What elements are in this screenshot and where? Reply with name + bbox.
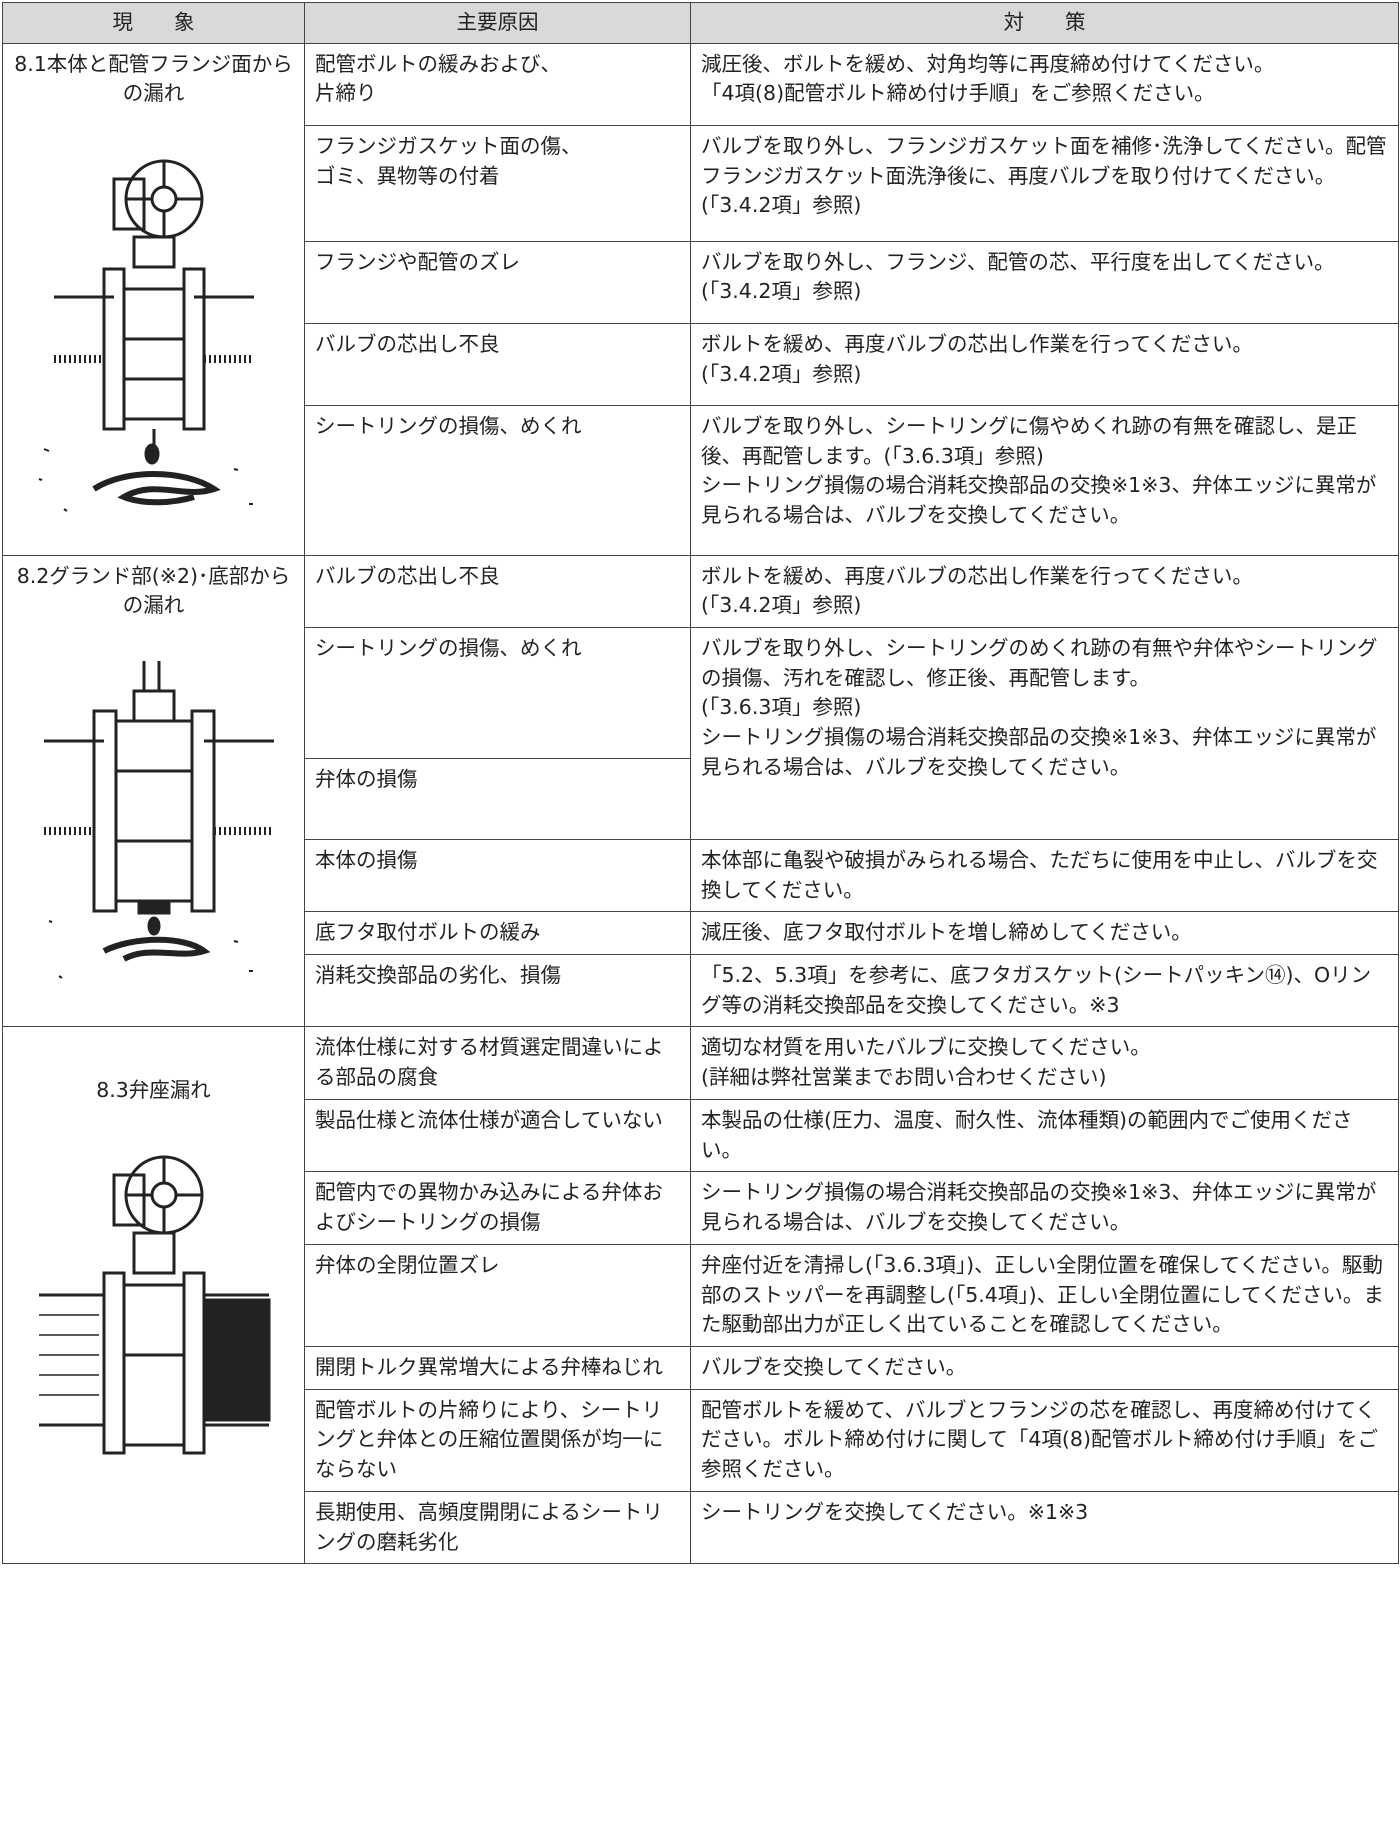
table-row: 配管内での異物かみ込みによる弁体およびシートリングの損傷 シートリング損傷の場合消… xyxy=(3,1171,1399,1245)
header-cell: 対 策 xyxy=(690,2,1399,44)
cause-cell: 配管ボルトの片締りにより、シートリングと弁体との圧縮位置関係が均一にならない xyxy=(304,1388,691,1492)
cause-cell: 配管ボルトの緩みおよび、 片締り xyxy=(304,42,691,126)
table-row: 8.3弁座漏れ 流体仕様に対する材質選定間違いによる部品の腐食 適切な材質を用いた… xyxy=(2,1026,1399,1565)
cause-cell: 弁体の全閉位置ズレ xyxy=(304,1243,691,1347)
cause-cell: 開閉トルク異常増大による弁棒ねじれ xyxy=(304,1345,691,1390)
troubleshooting-table: 現 象 主要原因 対 策 8.1本体と配管フランジ面からの漏れ 配管ボルトの緩み… xyxy=(2,2,1399,1565)
table-row: 製品仕様と流体仕様が適合していない 本製品の仕様(圧力、温度、耐久性、流体種類)の… xyxy=(3,1098,1399,1173)
remedy-cell: 減圧後、ボルトを緩め、対角均等に再度締め付けてください。 「4項(8)配管ボルト… xyxy=(690,42,1399,126)
table-row: 開閉トルク異常増大による弁棒ねじれ バルブを交換してください。 xyxy=(3,1345,1399,1390)
remedy-cell: シートリングを交換してください。※1※3 xyxy=(690,1490,1399,1565)
remedy-cell: 本製品の仕様(圧力、温度、耐久性、流体種類)の範囲内でご使用ください。 xyxy=(690,1098,1399,1173)
cause-cell: バルブの芯出し不良 xyxy=(304,322,691,406)
remedy-cell: ボルトを緩め、再度バルブの芯出し作業を行ってください。 (「3.4.2項」参照) xyxy=(690,322,1399,406)
seat-leak-illustration xyxy=(38,1155,270,1455)
cause-cell: シートリングの損傷、めくれ xyxy=(304,627,691,760)
header-cell: 主要原因 xyxy=(304,2,691,44)
remedy-cell: バルブを交換してください。 xyxy=(690,1345,1399,1390)
table-row: 8.2グランド部(※2)･底部からの漏れ バルブの芯出し不良 ボルトを緩め、再度バ… xyxy=(2,554,1399,1028)
remedy-cell: バルブを取り外し、フランジ、配管の芯、平行度を出してください。(「3.4.2項」… xyxy=(690,240,1399,324)
table-row: 消耗交換部品の劣化、損傷 「5.2、5.3項」を参考に、底フタガスケット(シートパ… xyxy=(3,954,1399,1028)
cause-cell: フランジや配管のズレ xyxy=(304,240,691,324)
table-row: シートリングの損傷、めくれ バルブを取り外し、シートリングのめくれ跡の有無や弁体や… xyxy=(3,627,1399,840)
remedy-cell: 「5.2、5.3項」を参考に、底フタガスケット(シートパッキン⑭)、Oリング等の… xyxy=(690,954,1399,1028)
cause-cell: 流体仕様に対する材質選定間違いによる部品の腐食 xyxy=(304,1026,691,1100)
remedy-cell: 本体部に亀裂や破損がみられる場合、ただちに使用を中止し、バルブを交換してください… xyxy=(690,838,1399,913)
table-row: バルブの芯出し不良 ボルトを緩め、再度バルブの芯出し作業を行ってください。 (「3… xyxy=(3,322,1399,406)
remedy-cell: バルブを取り外し、シートリングのめくれ跡の有無や弁体やシートリングの損傷、汚れを… xyxy=(690,627,1399,840)
cause-cell: 配管内での異物かみ込みによる弁体およびシートリングの損傷 xyxy=(304,1171,691,1245)
table-row: シートリングの損傷、めくれ バルブを取り外し、シートリングに傷やめくれ跡の有無を確… xyxy=(3,404,1399,556)
table-row: 弁体の損傷 xyxy=(3,758,1399,840)
cause-cell: 弁体の損傷 xyxy=(304,758,691,840)
header-row: 現 象 主要原因 対 策 xyxy=(2,2,1399,44)
phenomenon-label: 8.1本体と配管フランジ面からの漏れ xyxy=(14,51,293,106)
table-row: フランジや配管のズレ バルブを取り外し、フランジ、配管の芯、平行度を出してください… xyxy=(3,240,1399,324)
cause-cell: 製品仕様と流体仕様が適合していない xyxy=(304,1098,691,1173)
table-row: 配管ボルトの片締りにより、シートリングと弁体との圧縮位置関係が均一にならない 配管… xyxy=(3,1388,1399,1492)
remedy-cell: ボルトを緩め、再度バルブの芯出し作業を行ってください。 (「3.4.2項」参照) xyxy=(690,554,1399,629)
cause-cell: 底フタ取付ボルトの緩み xyxy=(304,911,691,956)
table-row: 本体の損傷 本体部に亀裂や破損がみられる場合、ただちに使用を中止し、バルブを交換し… xyxy=(3,838,1399,913)
remedy-cell: 適切な材質を用いたバルブに交換してください。 (詳細は弊社営業までお問い合わせく… xyxy=(690,1026,1399,1100)
cause-cell: 本体の損傷 xyxy=(304,838,691,913)
header-cell: 現 象 xyxy=(2,2,305,44)
cause-cell: シートリングの損傷、めくれ xyxy=(304,404,691,556)
cause-cell: 長期使用、高頻度開閉によるシートリングの磨耗劣化 xyxy=(304,1490,691,1565)
gland-leak-illustration xyxy=(43,660,274,979)
remedy-cell: 配管ボルトを緩めて、バルブとフランジの芯を確認し、再度締め付けてください。ボルト… xyxy=(690,1388,1399,1492)
cause-cell: フランジガスケット面の傷、 ゴミ、異物等の付着 xyxy=(304,124,691,242)
remedy-cell: 弁座付近を清掃し(「3.6.3項」)、正しい全閉位置を確保してください。駆動部の… xyxy=(690,1243,1399,1347)
phenomenon-label: 8.3弁座漏れ xyxy=(96,1077,211,1102)
remedy-cell: バルブを取り外し、シートリングに傷やめくれ跡の有無を確認し、是正後、再配管します… xyxy=(690,404,1399,556)
table-row: 長期使用、高頻度開閉によるシートリングの磨耗劣化 シートリングを交換してください。… xyxy=(3,1490,1399,1565)
phenomenon-cell: 8.3弁座漏れ xyxy=(2,1026,305,1565)
table-row: 8.1本体と配管フランジ面からの漏れ 配管ボルトの緩みおよび、 片締り 減圧後、ボ… xyxy=(2,42,1399,556)
cause-cell: 消耗交換部品の劣化、損傷 xyxy=(304,954,691,1028)
valve-leak-illustration xyxy=(38,159,254,512)
phenomenon-cell: 8.1本体と配管フランジ面からの漏れ xyxy=(2,42,305,556)
phenomenon-label: 8.2グランド部(※2)･底部からの漏れ xyxy=(16,563,291,618)
phenomenon-cell: 8.2グランド部(※2)･底部からの漏れ xyxy=(2,554,305,1028)
table-row: 弁体の全閉位置ズレ 弁座付近を清掃し(「3.6.3項」)、正しい全閉位置を確保して… xyxy=(3,1243,1399,1347)
remedy-cell: シートリング損傷の場合消耗交換部品の交換※1※3、弁体エッジに異常が見られる場合… xyxy=(690,1171,1399,1245)
table-body: 8.1本体と配管フランジ面からの漏れ 配管ボルトの緩みおよび、 片締り 減圧後、ボ… xyxy=(2,42,1399,1565)
remedy-cell: 減圧後、底フタ取付ボルトを増し締めしてください。 xyxy=(690,911,1399,956)
cause-cell: バルブの芯出し不良 xyxy=(304,554,691,629)
remedy-cell: バルブを取り外し、フランジガスケット面を補修･洗浄してください。配管フランジガス… xyxy=(690,124,1399,242)
